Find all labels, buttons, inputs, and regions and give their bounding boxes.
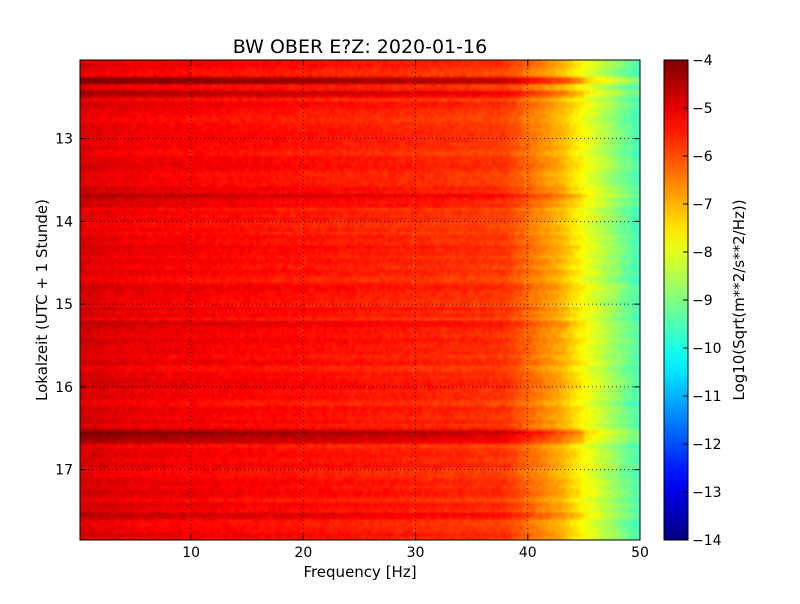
- colorbar-tick-label: −14: [692, 533, 722, 549]
- colorbar-tick-label: −9: [692, 293, 713, 309]
- y-tick-label: 13: [55, 132, 73, 148]
- y-tick-label: 14: [55, 214, 73, 230]
- colorbar-tick-label: −12: [692, 437, 722, 453]
- plot-frame: [79, 59, 641, 541]
- colorbar-tick-label: −7: [692, 197, 713, 213]
- heatmap-cells: [80, 60, 640, 540]
- x-tick-label: 10: [182, 545, 200, 561]
- x-tick-label: 30: [407, 545, 425, 561]
- y-tick-label: 16: [55, 380, 73, 396]
- colorbar-tick-label: −6: [692, 149, 713, 165]
- y-tick-label: 15: [55, 297, 73, 313]
- x-tick-label: 50: [631, 545, 649, 561]
- colorbar-tick-label: −13: [692, 485, 722, 501]
- y-tick-label: 17: [55, 463, 73, 479]
- x-tick-label: 40: [519, 545, 537, 561]
- colorbar-tick-label: −10: [692, 341, 722, 357]
- colorbar-tick-label: −8: [692, 245, 713, 261]
- colorbar-tick-label: −11: [692, 389, 722, 405]
- y-axis-label: Lokalzeit (UTC + 1 Stunde): [33, 199, 51, 401]
- colorbar-tick-label: −4: [692, 53, 713, 69]
- chart-title: BW OBER E?Z: 2020-01-16: [233, 36, 487, 58]
- x-tick-label: 20: [294, 545, 312, 561]
- colorbar-label: Log10(Sqrt(m**2/s**2/Hz)): [730, 199, 748, 400]
- colorbar-tick-label: −5: [692, 101, 713, 117]
- x-axis-label: Frequency [Hz]: [303, 563, 416, 581]
